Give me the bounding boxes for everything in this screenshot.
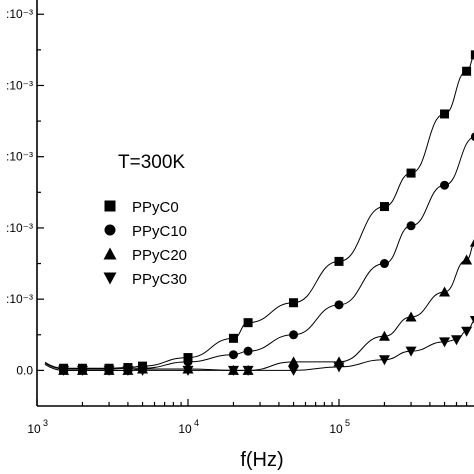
y-tick-label: 0.0 <box>16 363 33 377</box>
data-point-PPyC0 <box>462 66 472 76</box>
x-tick-exponent: 5 <box>345 418 350 428</box>
data-point-PPyC10 <box>183 357 193 367</box>
data-point-PPyC10 <box>334 300 344 310</box>
legend-marker-PPyC10 <box>104 224 116 236</box>
data-point-PPyC10 <box>379 259 389 269</box>
data-point-PPyC30 <box>58 365 70 376</box>
data-point-PPyC10 <box>440 180 450 190</box>
data-point-PPyC0 <box>334 256 344 266</box>
y-tick-label: :10⁻³ <box>6 7 33 21</box>
data-point-PPyC30 <box>439 337 451 348</box>
plot-frame <box>36 0 474 407</box>
data-point-PPyC0 <box>406 168 416 178</box>
data-point-PPyC30 <box>378 355 390 366</box>
data-point-PPyC30 <box>469 316 474 324</box>
data-point-PPyC20 <box>378 330 390 341</box>
legend-marker-PPyC30 <box>103 272 117 285</box>
data-point-PPyC30 <box>333 362 345 373</box>
data-point-PPyC20 <box>439 286 451 297</box>
x-tick-exponent: 4 <box>194 418 199 428</box>
data-point-PPyC0 <box>440 109 450 119</box>
data-point-PPyC0 <box>289 298 299 308</box>
data-point-PPyC30 <box>242 365 254 376</box>
x-tick-label: 10 <box>178 422 192 436</box>
y-tick-label: :10⁻³ <box>6 150 33 164</box>
x-tick-label: 10 <box>329 422 343 436</box>
data-point-PPyC10 <box>289 330 299 340</box>
data-point-PPyC20 <box>405 311 417 322</box>
x-tick-label: 10 <box>27 422 41 436</box>
data-point-PPyC30 <box>288 365 300 376</box>
legend-label: PPyC10 <box>132 223 187 240</box>
legend-label: PPyC0 <box>132 199 179 216</box>
data-point-PPyC30 <box>137 365 149 376</box>
data-markers <box>58 50 474 376</box>
fit-curve-PPyC30 <box>44 320 474 371</box>
data-point-PPyC0 <box>379 202 389 212</box>
data-point-PPyC10 <box>228 350 238 360</box>
y-tick-label: :10⁻³ <box>6 221 33 235</box>
temperature-annotation: T=300K <box>118 152 185 173</box>
data-point-PPyC30 <box>405 346 417 357</box>
data-point-PPyC20 <box>288 356 300 367</box>
data-point-PPyC30 <box>451 335 463 346</box>
y-tick-label: :10⁻³ <box>6 292 33 306</box>
y-tick-label: :10⁻³ <box>6 78 33 92</box>
legend-label: PPyC20 <box>132 247 187 264</box>
legend-label: PPyC30 <box>132 271 187 288</box>
data-point-PPyC30 <box>227 365 239 376</box>
data-point-PPyC30 <box>461 326 473 337</box>
x-axis-title: f(Hz) <box>240 449 283 471</box>
data-point-PPyC20 <box>461 254 473 265</box>
axes: 10 3 10 4 10 50.0:10⁻³:10⁻³:10⁻³:10⁻³:10⁻³ <box>6 7 468 436</box>
x-tick-exponent: 3 <box>43 418 48 428</box>
data-point-PPyC0 <box>228 333 238 343</box>
legend-marker-PPyC0 <box>104 200 116 212</box>
data-point-PPyC10 <box>470 132 474 142</box>
fit-curves <box>44 54 474 371</box>
legend: PPyC0 PPyC10 PPyC20 PPyC30 <box>103 199 187 288</box>
data-point-PPyC0 <box>243 318 253 328</box>
data-point-PPyC30 <box>122 365 134 376</box>
data-point-PPyC30 <box>182 365 194 376</box>
data-point-PPyC30 <box>103 365 115 376</box>
legend-marker-PPyC20 <box>103 247 117 260</box>
data-point-PPyC30 <box>76 365 88 376</box>
data-point-PPyC20 <box>469 239 474 247</box>
data-point-PPyC10 <box>243 346 253 356</box>
data-point-PPyC10 <box>406 221 416 231</box>
data-point-PPyC0 <box>470 50 474 60</box>
